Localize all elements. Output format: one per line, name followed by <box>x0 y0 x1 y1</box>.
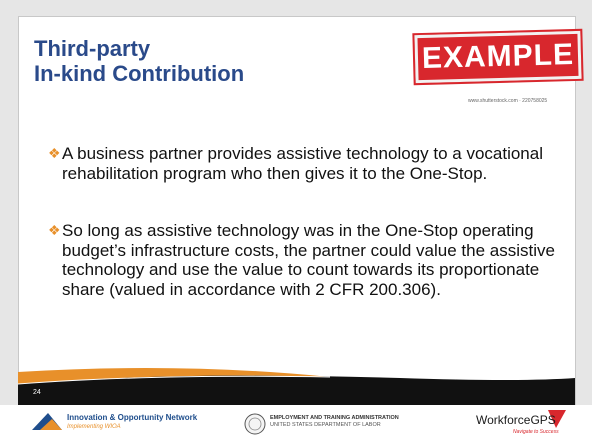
network-tagline: Implementing WIOA <box>67 424 121 430</box>
orange-curve <box>18 368 330 384</box>
black-band <box>18 375 575 408</box>
ion-logo-accent <box>40 419 62 430</box>
footer <box>0 405 592 444</box>
brand-tagline: Navigate to Success <box>513 429 559 435</box>
bullet: ❖ A business partner provides assistive t… <box>48 144 558 183</box>
bullet-text: So long as assistive technology was in t… <box>62 221 555 299</box>
agency-name: EMPLOYMENT AND TRAINING ADMINISTRATION <box>270 415 399 421</box>
dol-seal <box>244 413 266 435</box>
image-credit: www.shutterstock.com · 220758025 <box>468 98 548 104</box>
slide-title: Third-party In-kind Contribution <box>34 36 244 86</box>
title-line: In-kind Contribution <box>34 61 245 86</box>
bullet-text: A business partner provides assistive te… <box>62 144 543 183</box>
bullet: ❖ So long as assistive technology was in … <box>48 221 558 299</box>
bullet-icon: ❖ <box>48 222 61 238</box>
department-name: UNITED STATES DEPARTMENT OF LABOR <box>270 422 381 428</box>
bullet-list: ❖ A business partner provides assistive t… <box>48 144 558 337</box>
white-curve <box>17 375 331 385</box>
slide-number: 24 <box>33 389 41 396</box>
dol-seal-inner <box>248 417 262 431</box>
brand-name: WorkforceGPS <box>476 413 556 427</box>
gps-logo <box>548 410 566 428</box>
title-line: Third-party <box>34 36 151 61</box>
bullet-icon: ❖ <box>48 145 61 161</box>
network-name: Innovation & Opportunity Network <box>67 413 198 422</box>
slide-frame <box>18 16 576 410</box>
